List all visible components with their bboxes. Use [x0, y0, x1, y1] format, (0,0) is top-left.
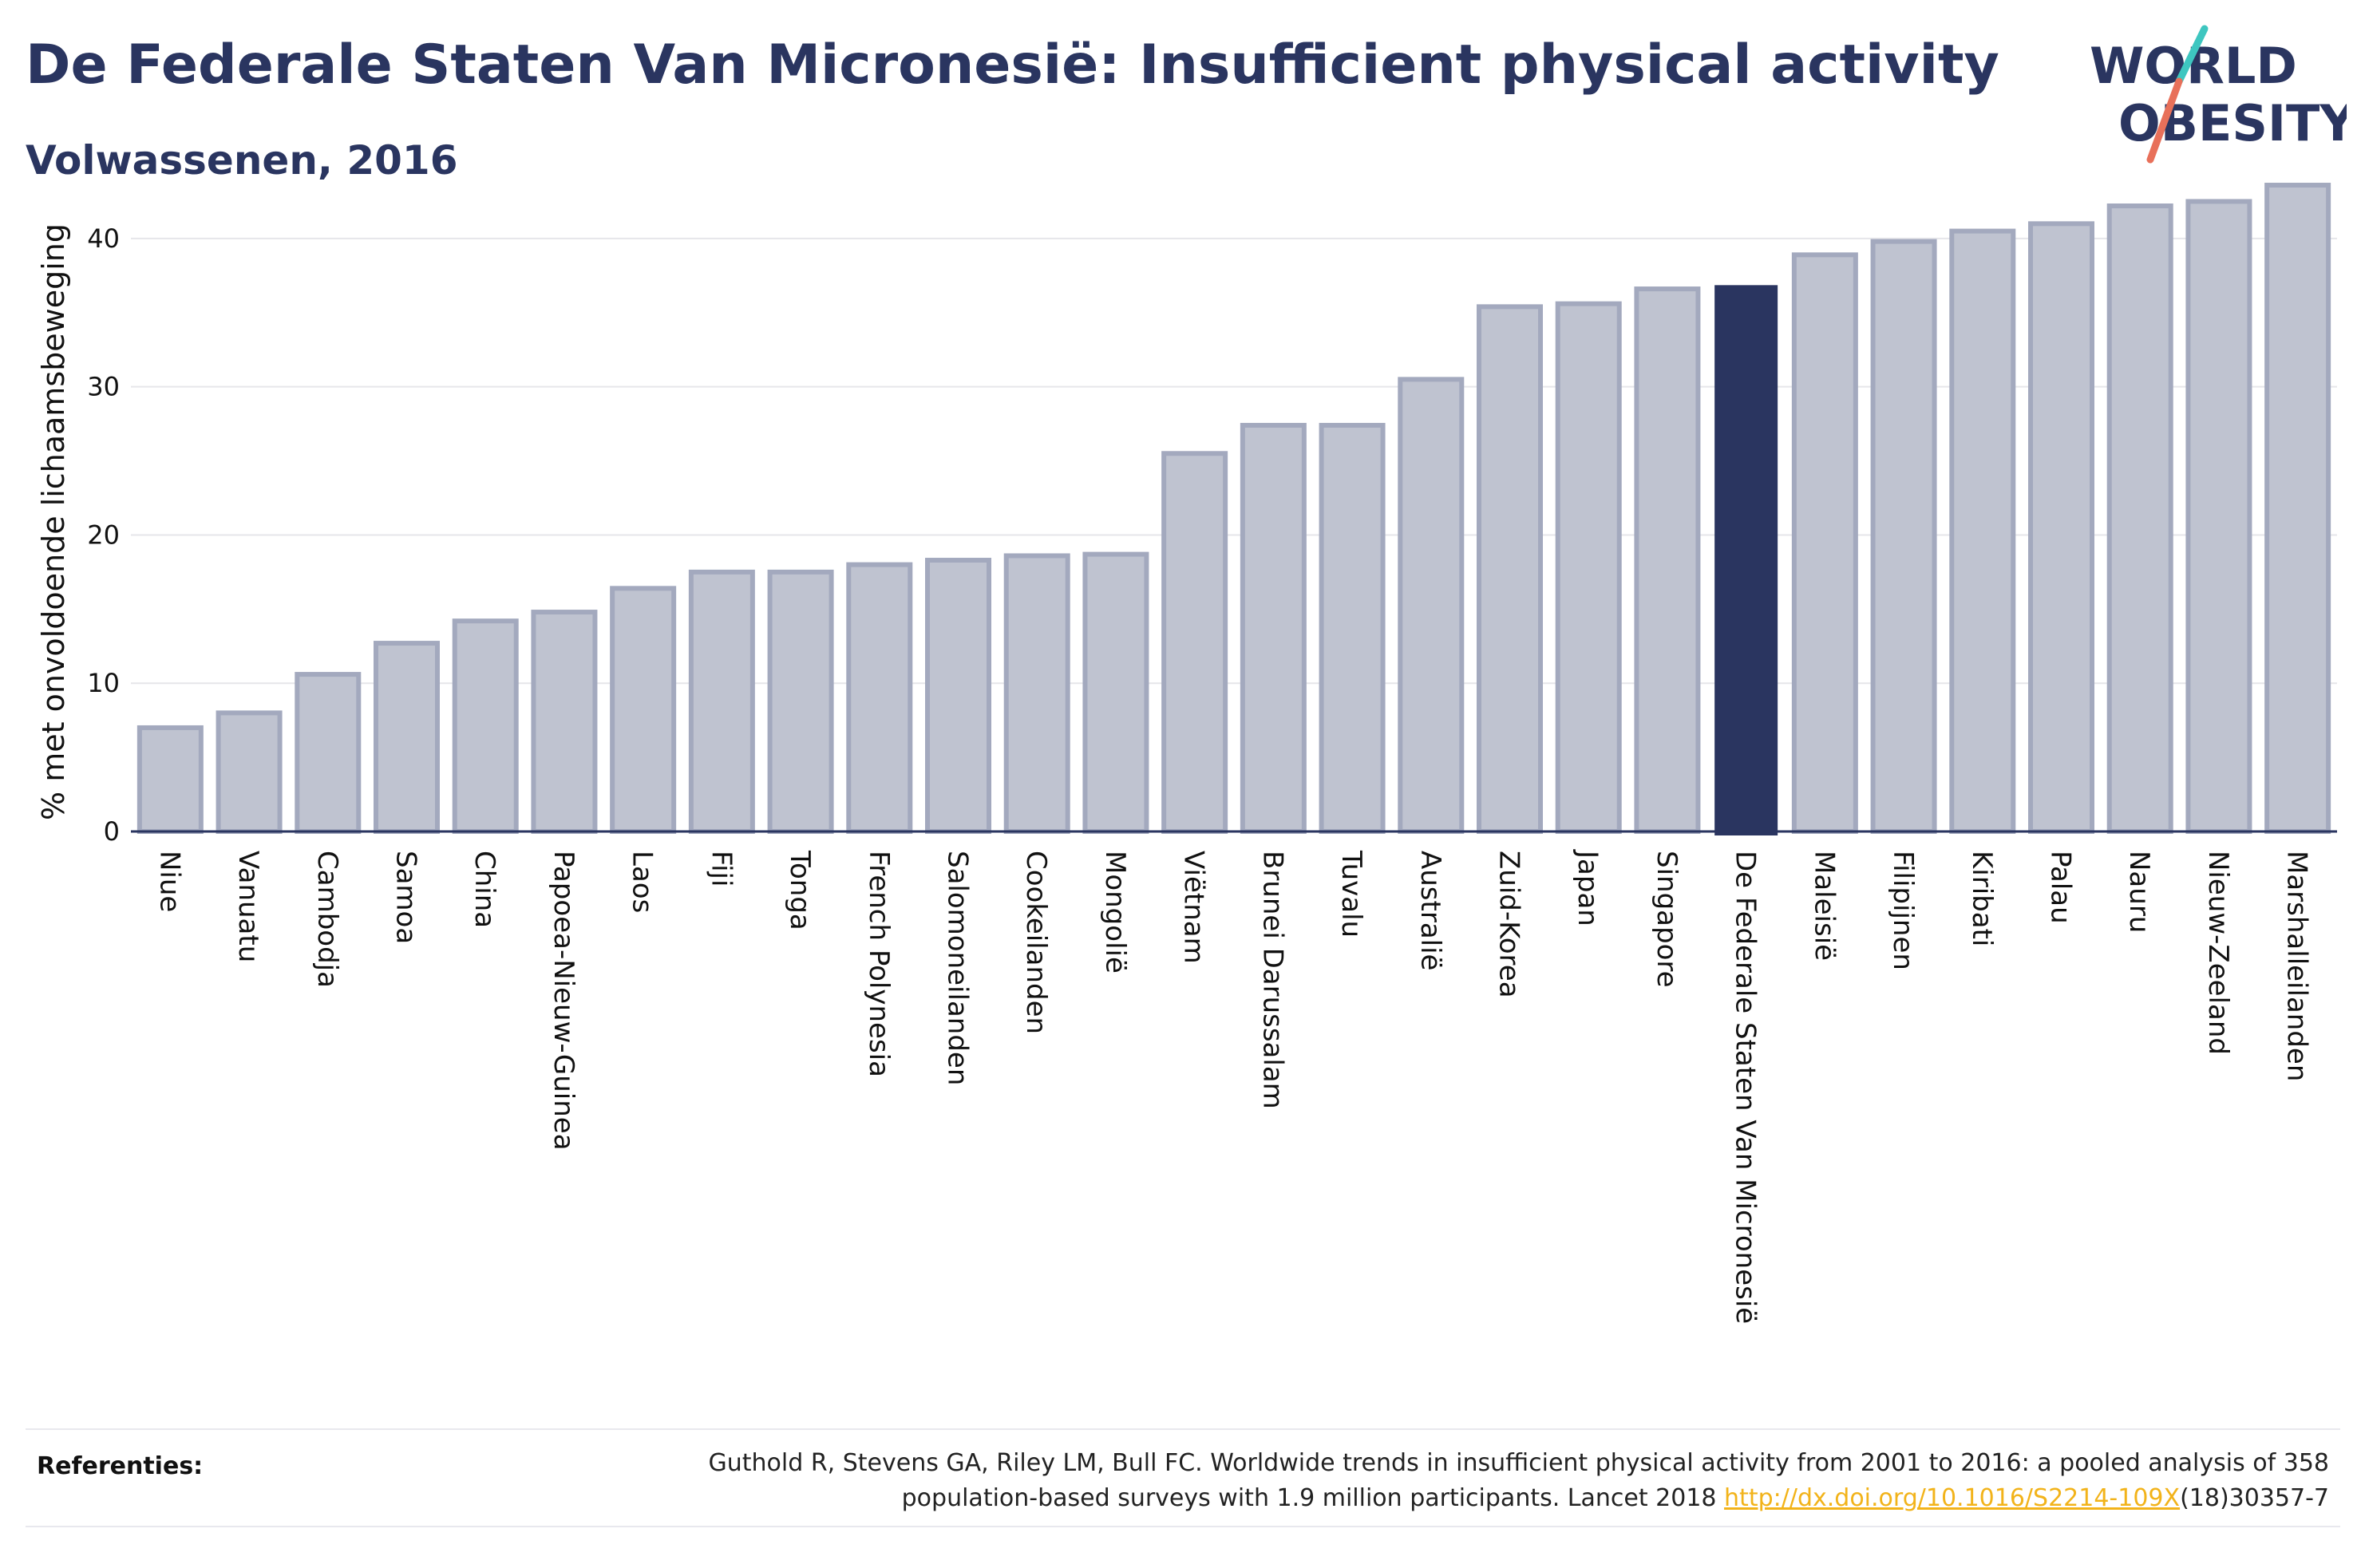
category-label: Cambodja: [311, 851, 343, 988]
category-label: Singapore: [1651, 851, 1683, 988]
category-label: Niue: [153, 851, 185, 912]
references-text: Guthold R, Stevens GA, Riley LM, Bull FC…: [573, 1446, 2329, 1516]
bar: [1003, 553, 1070, 834]
y-tick-label: 40: [87, 223, 120, 254]
bar: [1398, 377, 1465, 834]
bar: [1240, 422, 1307, 834]
bar: [374, 641, 440, 834]
category-label: French Polynesia: [863, 851, 895, 1077]
bar: [1870, 239, 1937, 834]
bar: [688, 569, 755, 835]
category-label: Kiribati: [1966, 851, 1998, 946]
category-label: Mongolië: [1099, 851, 1131, 974]
references-suffix: (18)30357-7: [2180, 1484, 2329, 1512]
references-label: Referenties:: [37, 1452, 204, 1480]
bar: [295, 672, 362, 834]
bar: [1477, 304, 1543, 834]
y-axis-ticks: 0 10 20 30 40: [87, 223, 120, 847]
y-tick-label: 20: [87, 519, 120, 550]
category-label: Maleisië: [1808, 851, 1840, 961]
category-label: Fiji: [705, 851, 737, 887]
bar: [925, 558, 991, 834]
category-label: Japan: [1572, 849, 1604, 926]
logo-graphic: WORLD OBESITY: [2090, 25, 2356, 164]
category-label: Zuid-Korea: [1493, 851, 1525, 998]
bar: [216, 710, 283, 835]
bars: [136, 183, 2331, 835]
category-label: Laos: [627, 851, 658, 913]
bar: [1161, 451, 1228, 834]
y-tick-label: 10: [87, 668, 120, 698]
category-labels: Niue Vanuatu Cambodja Samoa China Papoea-Nieu…: [153, 849, 2312, 1324]
bar: [2106, 203, 2173, 835]
category-label: Tuvalu: [1335, 850, 1367, 938]
category-label: Palau: [2045, 851, 2077, 924]
category-label: Cookeilanden: [1020, 851, 1052, 1034]
logo-slash-teal: [2175, 25, 2209, 85]
bar-chart: 0 10 20 30 40 Niue Vanuatu Cambodja Samoa China P…: [36, 183, 2337, 1324]
bar: [136, 725, 204, 835]
category-label: Nieuw-Zeeland: [2202, 851, 2234, 1055]
category-label: Vanuatu: [232, 851, 264, 962]
bar: [2264, 183, 2331, 834]
chart-title: De Federale Staten Van Micronesië: Insuf…: [26, 34, 1999, 97]
y-tick-label: 30: [87, 372, 120, 402]
category-label: Papoea-Nieuw-Guinea: [548, 851, 579, 1151]
category-label: Viëtnam: [1178, 851, 1210, 964]
y-axis-label: % met onvoldoende lichaamsbeweging: [36, 223, 71, 820]
category-label: Nauru: [2123, 851, 2155, 933]
bar: [846, 562, 913, 834]
bar: [452, 618, 519, 834]
category-label: Tonga: [784, 850, 816, 930]
chart-subtitle: Volwassenen, 2016: [26, 137, 458, 184]
bar: [2185, 199, 2252, 834]
world-obesity-logo: WORLD OBESITY: [2083, 22, 2356, 174]
category-label: Filipijnen: [1887, 851, 1919, 970]
bar: [531, 610, 598, 834]
category-label: De Federale Staten Van Micronesië: [1730, 851, 1762, 1324]
references-doi-link[interactable]: http://dx.doi.org/10.1016/S2214-109X: [1724, 1484, 2181, 1512]
category-label: Salomoneilanden: [942, 851, 974, 1085]
category-label: Samoa: [390, 851, 422, 944]
category-label: Australië: [1414, 851, 1446, 970]
references-section: Referenties: Guthold R, Stevens GA, Rile…: [26, 1428, 2340, 1527]
category-label: China: [469, 851, 500, 928]
bar: [610, 586, 677, 835]
category-label: Brunei Darussalam: [1256, 851, 1288, 1109]
bar: [2028, 221, 2094, 834]
logo-slash-coral: [2146, 77, 2183, 164]
bar-highlight: [1714, 285, 1778, 835]
references-citation: Guthold R, Stevens GA, Riley LM, Bull FC…: [708, 1449, 2329, 1512]
y-tick-label: 0: [104, 816, 120, 847]
bar: [1791, 252, 1858, 834]
bar: [767, 569, 834, 835]
bar: [1949, 228, 2016, 835]
bar: [1555, 301, 1622, 834]
category-label: Marshalleilanden: [2281, 851, 2313, 1081]
bar: [1634, 286, 1701, 834]
bar: [1319, 422, 1386, 834]
bar: [1082, 551, 1149, 835]
